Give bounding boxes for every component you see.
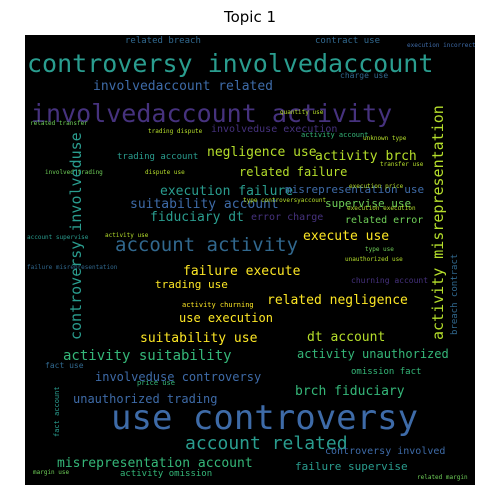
- word-type-controversyaccount: type controversyaccount: [243, 197, 327, 204]
- word-execution-price: execution price: [349, 183, 404, 190]
- chart-title: Topic 1: [223, 8, 277, 26]
- word-account-related: account related: [185, 433, 348, 454]
- word-activity-omission: activity omission: [120, 469, 213, 479]
- word-failure-supervise: failure supervise: [295, 460, 408, 473]
- word-related-failure: related failure: [239, 165, 348, 179]
- word-involvedaccount-related: involvedaccount related: [93, 79, 274, 94]
- word-involvedaccount-activity: involvedaccount activity: [31, 99, 393, 128]
- word-price-use: price use: [137, 379, 175, 387]
- word-suitability-account: suitability account: [130, 197, 279, 212]
- word-related-transfer: related transfer: [30, 120, 88, 127]
- word-involveduse-execution: involveduse execution: [211, 124, 338, 135]
- word-failure-misrepresentation: failure misrepresentation: [27, 264, 118, 271]
- word-controversy-involveduse: controversy involveduse: [67, 132, 85, 340]
- word-misrepresentation-account: misrepresentation account: [57, 456, 253, 471]
- word-charge-use: charge use: [340, 71, 389, 80]
- word-fiduciary-dt: fiduciary dt: [150, 210, 244, 225]
- word-related-error: related error: [345, 215, 424, 226]
- word-account-supervise: account supervise: [27, 234, 89, 241]
- word-churning-account: churning account: [351, 276, 429, 285]
- word-transfer-use: transfer use: [380, 161, 424, 168]
- word-trading-use: trading use: [155, 278, 228, 291]
- word-misrepresentation-use: misrepresentation use: [285, 183, 425, 196]
- word-activity-use: activity use: [105, 232, 149, 239]
- word-dispute-use: dispute use: [145, 169, 185, 176]
- word-failure-execute: failure execute: [183, 264, 301, 279]
- word-related-margin: related margin: [417, 474, 468, 481]
- word-brch-fiduciary: brch fiduciary: [295, 384, 405, 399]
- word-fact-use: fact use: [45, 361, 84, 370]
- word-margin-use: margin use: [33, 469, 70, 476]
- word-related-negligence: related negligence: [267, 293, 408, 308]
- word-suitability-use: suitability use: [140, 331, 258, 346]
- word-contract-use: contract use: [315, 36, 381, 46]
- word-negligence-use: negligence use: [207, 145, 317, 160]
- word-quantity-use: quantity use: [280, 109, 324, 116]
- word-unauthorized-trading: unauthorized trading: [73, 392, 218, 406]
- word-activity-misrepresentation: activity misrepresentation: [429, 105, 447, 340]
- word-type-use: type use: [365, 246, 394, 253]
- word-activity-unauthorized: activity unauthorized: [297, 347, 449, 361]
- word-execute-use: execute use: [303, 229, 390, 244]
- word-omission-fact: omission fact: [351, 367, 422, 377]
- word-fact-account: fact account: [53, 386, 61, 437]
- word-use-execution: use execution: [179, 311, 273, 325]
- word-controversy-involved: controversy involved: [325, 446, 446, 457]
- word-unauthorized-use: unauthorized use: [345, 256, 403, 263]
- word-use-controversy: use controversy: [111, 398, 419, 438]
- word-involveduse-controversy: involveduse controversy: [95, 370, 262, 384]
- word-trading-dispute: trading dispute: [148, 128, 203, 135]
- word-execution-failure: execution failure: [160, 184, 294, 199]
- word-supervise-use: supervise use: [325, 197, 412, 210]
- word-execution-execution: execution execution: [347, 205, 416, 212]
- word-related-breach: related breach: [125, 36, 201, 46]
- word-controversy-involvedaccount: controversy involvedaccount: [27, 49, 434, 78]
- word-error-charge: error charge: [251, 212, 324, 223]
- word-dt-account: dt account: [307, 330, 386, 345]
- word-activity-churning: activity churning: [182, 301, 254, 309]
- word-account-activity: account activity: [115, 234, 299, 256]
- word-involved-trading: involved trading: [45, 169, 103, 176]
- word-trading-account: trading account: [117, 152, 199, 162]
- word-execution-incorrect: execution incorrect: [407, 42, 475, 49]
- word-breach-contract: breach contract: [450, 253, 460, 335]
- word-activity-account: activity account: [301, 131, 369, 139]
- word-unknown-type: unknown type: [363, 135, 407, 142]
- word-cloud: controversy involvedaccount involvedacco…: [25, 35, 475, 485]
- word-activity-suitability: activity suitability: [63, 348, 232, 364]
- word-activity-brch: activity brch: [315, 149, 417, 164]
